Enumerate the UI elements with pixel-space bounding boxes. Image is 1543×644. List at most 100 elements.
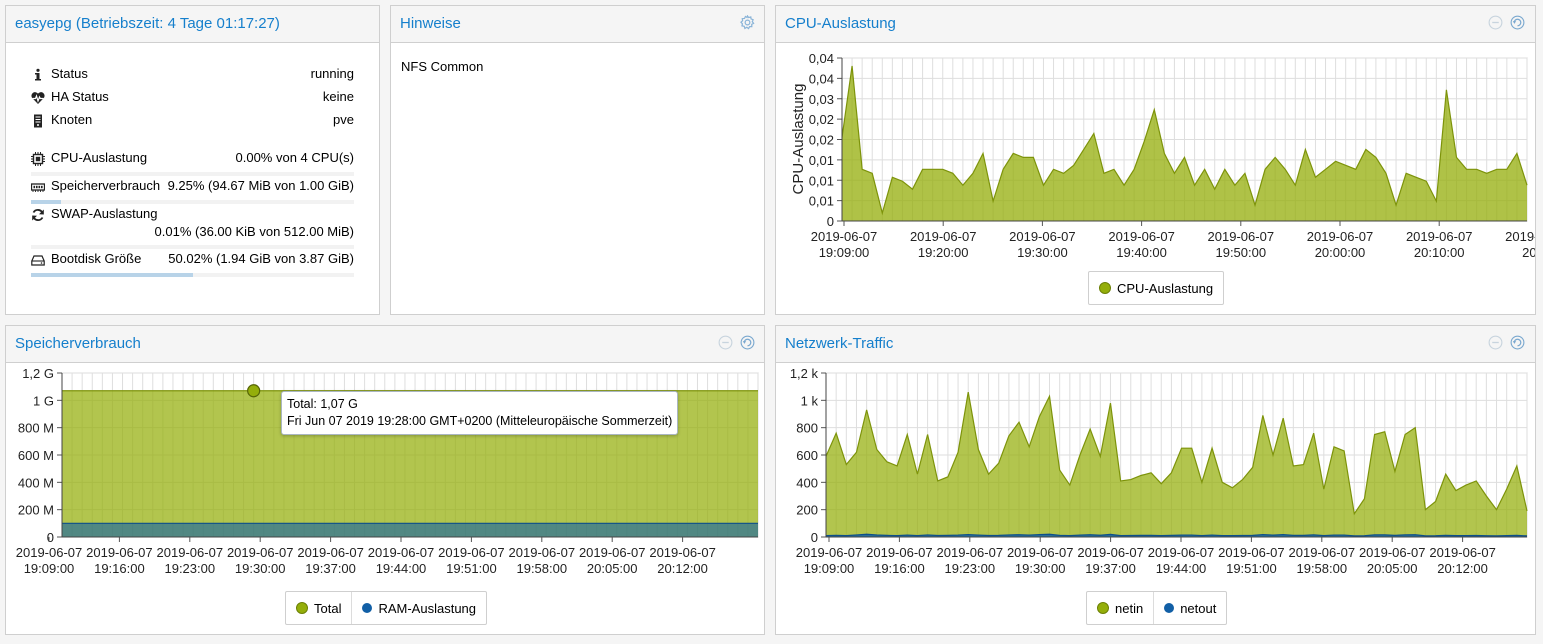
x-tick-label: 2019-06-07 [1108, 229, 1175, 244]
memory-usage-label: Speicherverbrauch [51, 178, 161, 193]
x-tick-label: 19:30:00 [235, 561, 286, 576]
undo-zoom-icon[interactable] [740, 335, 755, 350]
bootdisk-value: 50.02% (1.94 GiB von 3.87 GiB) [168, 251, 354, 266]
legend-dot-netout [1164, 603, 1175, 613]
hdd-icon [31, 255, 45, 266]
swap-usage-value-row: 0.01% (36.00 KiB von 512.00 MiB) [31, 224, 354, 242]
swap-usage-label: SWAP-Auslastung [51, 206, 158, 221]
y-tick-label: 0 [811, 530, 818, 545]
x-tick-label: 2019-06-07 [1009, 229, 1076, 244]
x-tick-label: 19:30:00 [1015, 561, 1066, 576]
x-tick-label: 2019-06-07 [1208, 229, 1275, 244]
x-tick-label: 2019-06-07 [509, 545, 576, 560]
x-tick-label: 2019-06-07 [1218, 545, 1285, 560]
cpu-usage-label: CPU-Auslastung [51, 150, 148, 165]
status-value: running [310, 66, 354, 81]
x-tick-label: 20:12:00 [1437, 561, 1488, 576]
legend-label-netout: netout [1180, 600, 1217, 616]
memory-chart-legend: Total RAM-Auslastung [285, 591, 488, 625]
cpu-chart-title: CPU-Auslastung [785, 15, 896, 32]
ha-status-label: HA Status [51, 89, 109, 104]
x-tick-label: 19:16:00 [94, 561, 145, 576]
minus-circle-icon[interactable] [1488, 335, 1503, 350]
minus-circle-icon[interactable] [718, 335, 733, 350]
network-chart-header: Netzwerk-Traffic [776, 326, 1535, 363]
legend-item-netin[interactable]: netin [1087, 592, 1155, 624]
x-tick-label: 20:05:00 [587, 561, 638, 576]
legend-item-total[interactable]: Total [286, 592, 353, 624]
legend-item-netout[interactable]: netout [1154, 592, 1226, 624]
legend-label-total: Total [314, 600, 342, 616]
memory-chart-title: Speicherverbrauch [15, 335, 141, 352]
gear-icon[interactable] [740, 15, 755, 30]
x-tick-label: 2019-06-07 [1307, 229, 1374, 244]
series-line-netout [825, 533, 1528, 537]
legend-label-ram: RAM-Auslastung [378, 600, 477, 616]
x-tick-label: 19:44:00 [376, 561, 427, 576]
y-tick-label: 0,01 [809, 194, 834, 209]
y-tick-label: 800 [796, 421, 818, 436]
x-tick-label: 2019-06-07 [1289, 545, 1356, 560]
cpu-chart-legend: CPU-Auslastung [1088, 271, 1225, 305]
cpu-icon [31, 152, 45, 166]
x-tick-label: 19:51:00 [1226, 561, 1277, 576]
bootdisk-bar-fill [31, 273, 193, 277]
refresh-icon [32, 209, 44, 221]
legend-dot-netin [1097, 602, 1109, 614]
status-panel-header: easyepg (Betriebszeit: 4 Tage 01:17:27) [6, 6, 379, 43]
x-tick-label: 20:00:00 [1315, 245, 1366, 260]
bootdisk-label: Bootdisk Größe [51, 251, 142, 266]
y-tick-label: 0,03 [809, 92, 834, 107]
x-tick-label: 2019-06-07 [910, 229, 977, 244]
undo-zoom-icon[interactable] [1510, 335, 1525, 350]
x-tick-label: 19:44:00 [1156, 561, 1207, 576]
status-panel: easyepg (Betriebszeit: 4 Tage 01:17:27) … [5, 5, 380, 315]
memory-chart-panel: Speicherverbrauch 0 200 M 400 M 600 M 800 M 1… [5, 325, 765, 635]
memory-usage-row: Speicherverbrauch 9.25% (94.67 MiB von 1… [31, 178, 354, 196]
x-tick-label: 19:50:00 [1215, 245, 1266, 260]
cpu-chart-header: CPU-Auslastung [776, 6, 1535, 43]
x-tick-label: 2019-06-07 [1148, 545, 1215, 560]
y-tick-label: 800 M [18, 421, 54, 436]
notes-panel: Hinweise NFS Common [390, 5, 765, 315]
y-tick-label: 1,2 G [22, 366, 54, 381]
ha-status-row: HA Status keine [31, 89, 354, 107]
undo-zoom-icon[interactable] [1510, 15, 1525, 30]
x-tick-label: 20:12:00 [657, 561, 708, 576]
x-tick-label: 2019-06-07 [1007, 545, 1073, 560]
series-area-ram [62, 523, 758, 537]
memory-usage-value: 9.25% (94.67 MiB von 1.00 GiB) [167, 178, 354, 193]
cpu-chart-panel: CPU-Auslastung 0 0,01 0,01 0,01 0,02 0,02 0,03… [775, 5, 1536, 315]
x-tick-label: 2019-06-07 [811, 229, 878, 244]
y-tick-label: 0,04 [809, 51, 834, 66]
x-tick-label: 19:09:00 [24, 561, 75, 576]
swap-usage-row: SWAP-Auslastung [31, 206, 354, 224]
y-tick-label: 200 M [18, 503, 54, 518]
minus-circle-icon[interactable] [1488, 15, 1503, 30]
tooltip-line-2: Fri Jun 07 2019 19:28:00 GMT+0200 (Mitte… [287, 414, 673, 428]
legend-item-cpu[interactable]: CPU-Auslastung [1089, 272, 1223, 304]
y-tick-label: 0,02 [809, 112, 834, 127]
network-chart-panel: Netzwerk-Traffic 0 200 400 600 800 1 k 1,2 k 20… [775, 325, 1536, 635]
memory-chart-header: Speicherverbrauch [6, 326, 764, 363]
swap-usage-bar [31, 245, 354, 249]
x-tick-label: 19:58:00 [1296, 561, 1347, 576]
x-tick-label: 2019-06-07 [1505, 229, 1535, 244]
tooltip-line-1: Total: 1,07 G [287, 397, 358, 411]
info-icon [35, 68, 41, 81]
x-tick-label: 19:37:00 [1085, 561, 1136, 576]
y-tick-label: 0,01 [809, 153, 834, 168]
legend-item-ram[interactable]: RAM-Auslastung [352, 592, 486, 624]
memory-usage-bar-fill [31, 200, 61, 204]
x-tick-label: 19:37:00 [305, 561, 356, 576]
server-icon [34, 114, 42, 128]
y-tick-label: 200 [796, 503, 818, 518]
notes-panel-body: NFS Common [391, 42, 764, 314]
x-tick-label: 19:23:00 [164, 561, 215, 576]
notes-panel-header: Hinweise [391, 6, 764, 43]
x-tick-label: 2019-06-07 [1406, 229, 1473, 244]
network-chart-title: Netzwerk-Traffic [785, 335, 894, 352]
x-tick-label: 2019-06-07 [1077, 545, 1144, 560]
x-tick-label: 2019-06-07 [438, 545, 505, 560]
x-tick-label: 19:09:00 [819, 245, 870, 260]
